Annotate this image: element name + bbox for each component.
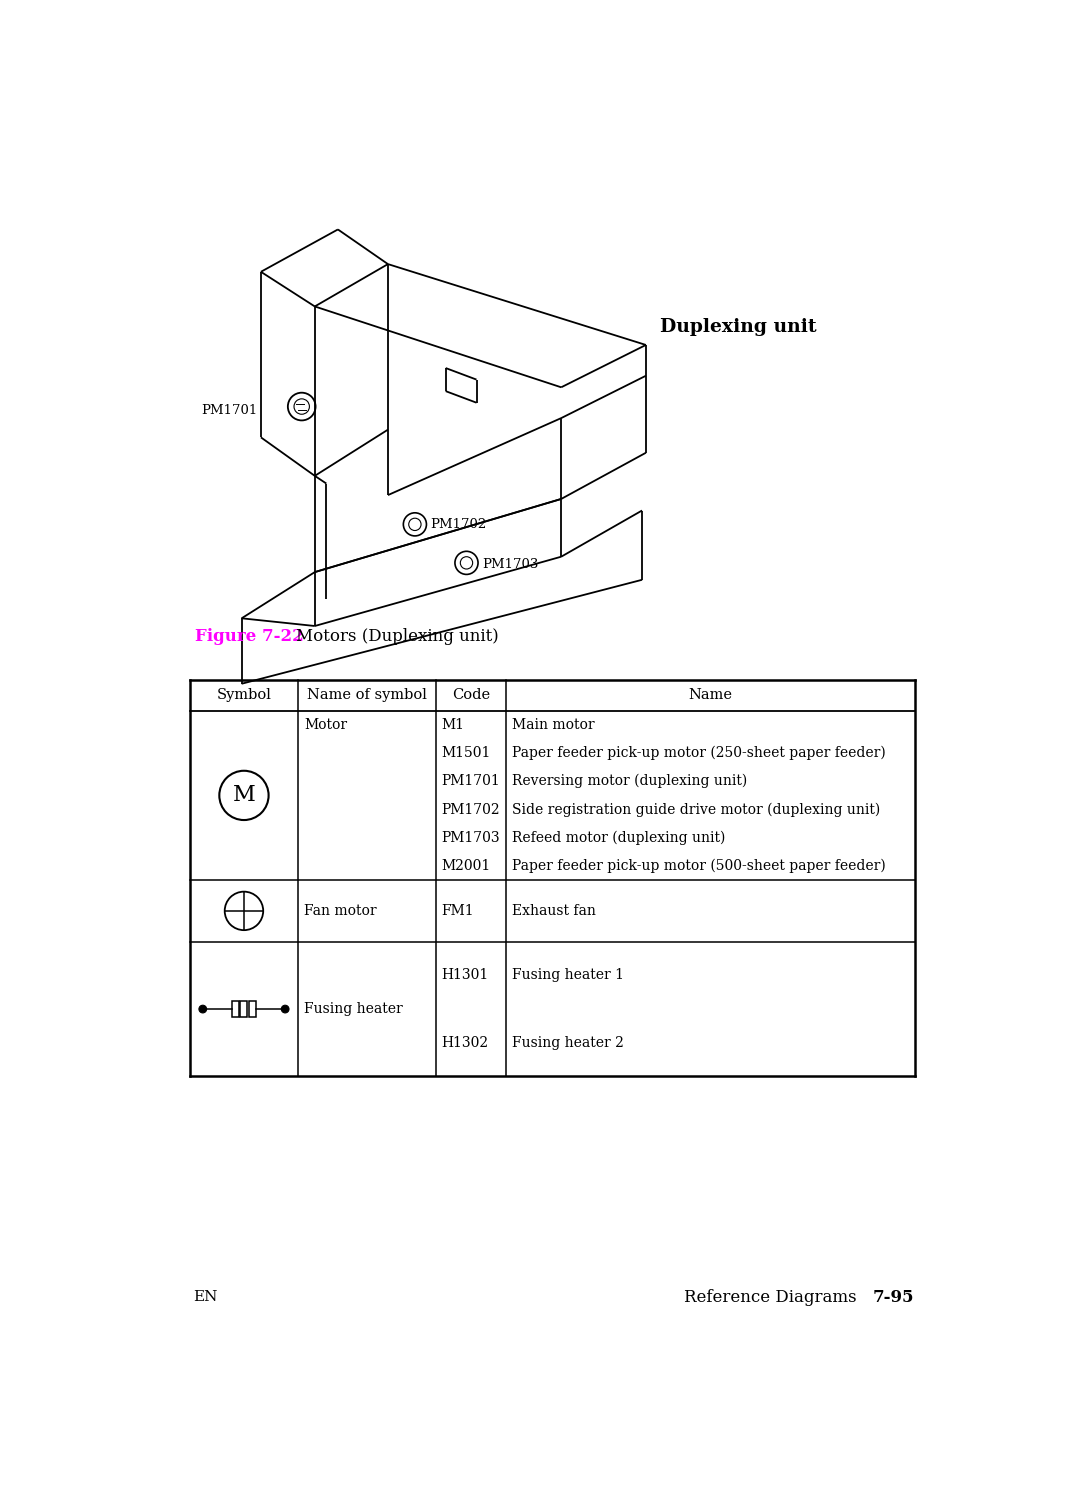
Text: Motor: Motor [305, 718, 347, 733]
Text: Duplexing unit: Duplexing unit [660, 318, 816, 336]
Text: FM1: FM1 [441, 904, 474, 918]
Text: Name of symbol: Name of symbol [307, 688, 427, 703]
Bar [241, 1002, 247, 1017]
Text: PM1701: PM1701 [441, 774, 500, 788]
Text: 7-95: 7-95 [873, 1289, 914, 1307]
Text: M1501: M1501 [441, 746, 490, 759]
Text: Main motor: Main motor [512, 718, 595, 733]
Text: Fusing heater 1: Fusing heater 1 [512, 969, 624, 982]
Text: M: M [232, 785, 255, 806]
Text: EN: EN [193, 1290, 217, 1305]
Bar [232, 1002, 239, 1017]
Text: Paper feeder pick-up motor (500-sheet paper feeder): Paper feeder pick-up motor (500-sheet pa… [512, 858, 886, 873]
Text: Paper feeder pick-up motor (250-sheet paper feeder): Paper feeder pick-up motor (250-sheet pa… [512, 746, 886, 761]
Text: Fan motor: Fan motor [305, 904, 377, 918]
Text: PM1702: PM1702 [430, 517, 487, 531]
Text: M1: M1 [441, 718, 464, 733]
Text: PM1703: PM1703 [482, 558, 538, 571]
Bar [249, 1002, 256, 1017]
Text: M2001: M2001 [441, 860, 490, 873]
Text: Reference Diagrams: Reference Diagrams [684, 1289, 862, 1307]
Text: Fusing heater 2: Fusing heater 2 [512, 1036, 624, 1049]
Circle shape [281, 1005, 289, 1014]
Text: Refeed motor (duplexing unit): Refeed motor (duplexing unit) [512, 831, 726, 845]
Text: Symbol: Symbol [216, 688, 271, 703]
Text: Side registration guide drive motor (duplexing unit): Side registration guide drive motor (dup… [512, 803, 880, 816]
Circle shape [199, 1005, 206, 1014]
Text: PM1703: PM1703 [441, 831, 500, 845]
Text: PM1702: PM1702 [441, 803, 500, 816]
Text: Code: Code [453, 688, 490, 703]
Text: H1301: H1301 [441, 969, 488, 982]
Text: Exhaust fan: Exhaust fan [512, 904, 596, 918]
Text: Motors (Duplexing unit): Motors (Duplexing unit) [296, 628, 498, 646]
Text: H1302: H1302 [441, 1036, 488, 1049]
Text: Fusing heater: Fusing heater [305, 1002, 403, 1017]
Text: Name: Name [689, 688, 732, 703]
Text: PM1701: PM1701 [201, 404, 257, 417]
Text: Figure 7-22: Figure 7-22 [195, 628, 305, 646]
Text: Reversing motor (duplexing unit): Reversing motor (duplexing unit) [512, 774, 747, 788]
